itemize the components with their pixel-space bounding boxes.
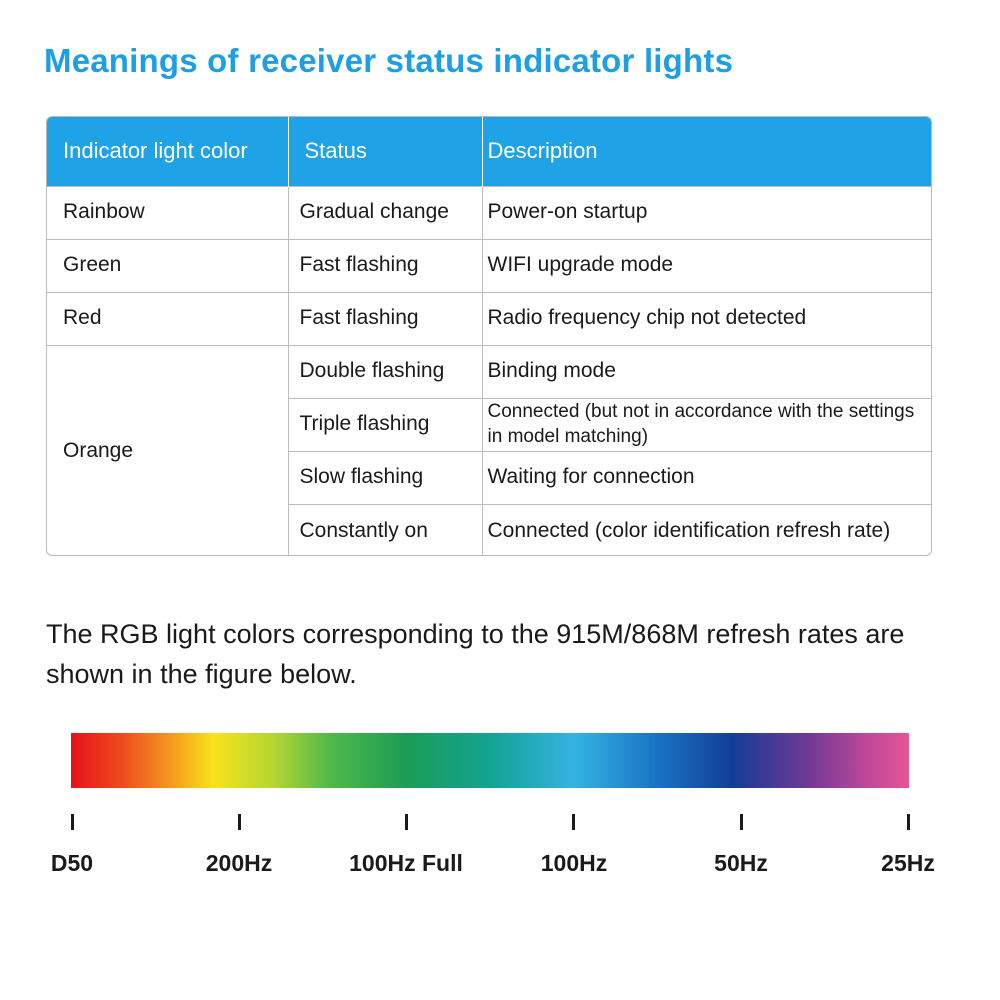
scale-tick <box>405 814 408 830</box>
description-cell: Waiting for connection <box>482 450 931 504</box>
table-header-row: Indicator light color Status Description <box>47 117 931 186</box>
scale-label-100hz: 100Hz <box>540 850 608 876</box>
color-cell: Green <box>47 238 289 292</box>
scale-tick <box>238 814 241 830</box>
scale-tick <box>907 814 910 830</box>
description-cell: Binding mode <box>482 344 931 398</box>
status-cell: Fast flashing <box>288 291 483 345</box>
scale-label-200hz: 200Hz <box>205 850 273 876</box>
color-cell: Rainbow <box>47 185 289 239</box>
page-title: Meanings of receiver status indicator li… <box>44 42 734 79</box>
description-cell: Connected (color identification refresh … <box>482 503 931 555</box>
table-row: Triple flashing Connected (but not in ac… <box>47 397 931 451</box>
table-row: Red Fast flashing Radio frequency chip n… <box>47 291 931 345</box>
status-cell: Slow flashing <box>288 450 483 504</box>
scale-label-d50: D50 <box>50 850 94 876</box>
spectrum-caption: The RGB light colors corresponding to th… <box>46 619 905 689</box>
scale-label-50hz: 50Hz <box>714 850 768 876</box>
description-cell: WIFI upgrade mode <box>482 238 931 292</box>
status-cell: Fast flashing <box>288 238 483 292</box>
color-cell-orange: Orange <box>47 344 289 555</box>
table-row: Orange Double flashing Binding mode <box>47 344 931 555</box>
scale-label-25hz: 25Hz <box>881 850 935 876</box>
status-cell: Constantly on <box>288 503 483 555</box>
header-indicator-color: Indicator light color <box>47 117 289 186</box>
description-cell: Radio frequency chip not detected <box>482 291 931 345</box>
status-table: Indicator light color Status Description… <box>46 116 932 556</box>
scale-tick <box>71 814 74 830</box>
color-cell: Red <box>47 291 289 345</box>
status-cell: Gradual change <box>288 185 483 239</box>
header-description: Description <box>482 117 931 186</box>
table-row: Rainbow Gradual change Power-on startup <box>47 185 931 239</box>
scale-label-100hz-full: 100Hz Full <box>349 850 463 876</box>
rgb-spectrum-bar <box>71 733 909 788</box>
table-row: Constantly on Connected (color identific… <box>47 503 931 555</box>
scale-tick <box>740 814 743 830</box>
status-cell: Triple flashing <box>288 397 483 451</box>
scale-tick <box>572 814 575 830</box>
status-cell: Double flashing <box>288 344 483 398</box>
header-status: Status <box>288 117 483 186</box>
description-cell: Connected (but not in accordance with th… <box>482 397 931 451</box>
description-cell: Power-on startup <box>482 185 931 239</box>
table-row: Green Fast flashing WIFI upgrade mode <box>47 238 931 292</box>
table-row: Slow flashing Waiting for connection <box>47 450 931 504</box>
